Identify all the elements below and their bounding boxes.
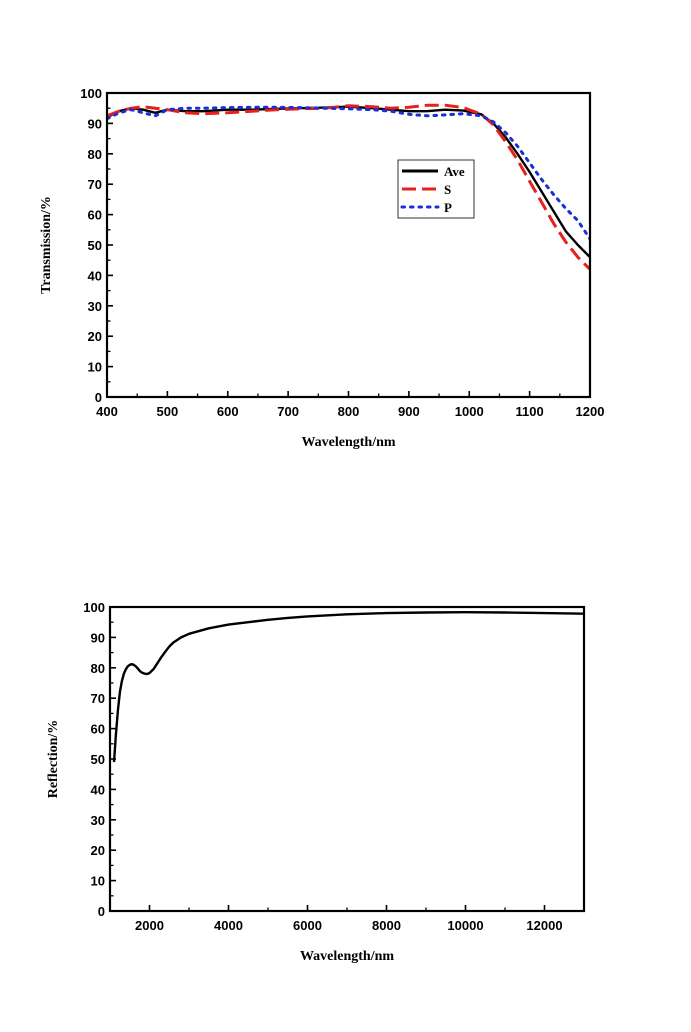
y-tick-label: 20 bbox=[88, 329, 102, 344]
legend: Ave SP bbox=[397, 159, 475, 219]
x-tick-label: 4000 bbox=[214, 918, 243, 933]
y-tick-label: 30 bbox=[88, 299, 102, 314]
y-tick-label: 70 bbox=[91, 691, 105, 706]
y-tick-label: 70 bbox=[88, 177, 102, 192]
y-tick-label: 90 bbox=[88, 116, 102, 131]
x-tick-label: 500 bbox=[157, 404, 179, 419]
y-tick-label: 50 bbox=[88, 238, 102, 253]
y-tick-label: 100 bbox=[80, 86, 102, 101]
x-tick-label: 12000 bbox=[526, 918, 562, 933]
y-tick-label: 0 bbox=[98, 904, 105, 919]
y-tick-label: 100 bbox=[83, 600, 105, 615]
y-tick-label: 10 bbox=[88, 360, 102, 375]
y-tick-label: 10 bbox=[91, 874, 105, 889]
series-line-s bbox=[107, 103, 590, 271]
transmission-chart: 400 500 600 700 800 900 1000 1100 1200 0 10 20 30 40 5… bbox=[39, 86, 604, 450]
x-tick-label: 1200 bbox=[576, 404, 605, 419]
y-axis-title: Reflection/% bbox=[46, 720, 61, 799]
x-tick-label: 6000 bbox=[293, 918, 322, 933]
x-tick-label: 1100 bbox=[516, 404, 544, 419]
y-tick-label: 60 bbox=[88, 208, 102, 223]
x-tick-label: 8000 bbox=[372, 918, 401, 933]
x-tick-label: 700 bbox=[277, 404, 299, 419]
y-tick-label: 60 bbox=[91, 722, 105, 737]
y-tick-label: 40 bbox=[88, 268, 102, 283]
x-tick-label: 400 bbox=[96, 404, 118, 419]
x-axis-title: Wavelength/nm bbox=[300, 949, 394, 964]
plot-frame bbox=[108, 605, 586, 913]
y-tick-label: 20 bbox=[91, 843, 105, 858]
y-tick-label: 30 bbox=[91, 813, 105, 828]
x-tick-label: 900 bbox=[398, 404, 420, 419]
y-tick-label: 80 bbox=[91, 661, 105, 676]
y-tick-label: 80 bbox=[88, 147, 102, 162]
x-tick-label: 800 bbox=[338, 404, 360, 419]
x-tick-label: 1000 bbox=[455, 404, 484, 419]
y-axis-title: Transmission/% bbox=[39, 196, 54, 294]
y-tick-label: 90 bbox=[91, 630, 105, 645]
x-tick-label: 2000 bbox=[135, 918, 164, 933]
legend-label-s: S bbox=[444, 182, 451, 197]
y-tick-label: 0 bbox=[95, 390, 102, 405]
legend-label-p: P bbox=[444, 200, 452, 215]
x-tick-label: 10000 bbox=[447, 918, 483, 933]
legend-label-ave: Ave bbox=[444, 164, 465, 179]
series-line-reflection bbox=[112, 611, 584, 763]
series-line-p bbox=[107, 105, 590, 241]
reflection-chart: 2000 4000 6000 8000 10000 12000 0 10 20 30 40 50 60 7… bbox=[46, 600, 586, 964]
series-line-ave bbox=[107, 105, 590, 259]
y-tick-label: 40 bbox=[91, 782, 105, 797]
x-axis-title: Wavelength/nm bbox=[301, 435, 395, 450]
y-tick-label: 50 bbox=[91, 752, 105, 767]
x-tick-label: 600 bbox=[217, 404, 239, 419]
plot-frame bbox=[105, 91, 592, 399]
